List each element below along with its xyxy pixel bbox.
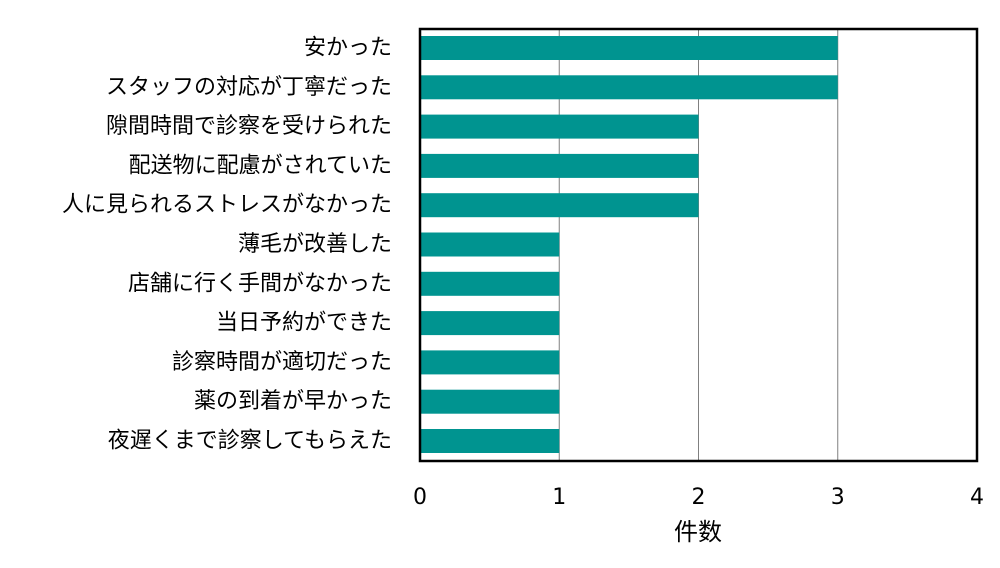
bar-2: [420, 114, 699, 139]
category-label-9: 薬の到着が早かった: [194, 389, 392, 414]
category-label-8: 診察時間が適切だった: [172, 350, 392, 375]
x-tick-label-0: 0: [413, 485, 427, 510]
x-tick-label-2: 2: [692, 485, 706, 510]
category-label-4: 人に見られるストレスがなかった: [62, 193, 392, 218]
category-label-10: 夜遅くまで診察してもらえた: [108, 429, 392, 454]
category-label-6: 店舗に行く手間がなかった: [128, 271, 392, 296]
bar-8: [420, 350, 560, 375]
x-axis-title: 件数: [674, 518, 722, 546]
category-labels: 安かったスタッフの対応が丁寧だった隙間時間で診察を受けられた配送物に配慮がされて…: [62, 36, 392, 454]
bar-4: [420, 193, 699, 218]
bar-10: [420, 429, 560, 453]
x-tick-label-3: 3: [831, 485, 845, 510]
bar-1: [420, 75, 838, 100]
category-label-5: 薄毛が改善した: [238, 232, 392, 257]
x-tick-label-1: 1: [552, 485, 566, 510]
x-tick-label-4: 4: [970, 485, 984, 510]
plot-frame: [418, 27, 979, 463]
bar-5: [420, 232, 560, 257]
category-label-3: 配送物に配慮がされていた: [129, 153, 392, 178]
bar-3: [420, 153, 699, 178]
bar-9: [420, 389, 560, 414]
category-label-1: スタッフの対応が丁寧だった: [106, 75, 392, 100]
x-tick-labels: 0 1 2 3 4: [413, 485, 984, 510]
bar-0: [420, 36, 838, 60]
bar-7: [420, 311, 560, 336]
category-label-2: 隙間時間で診察を受けられた: [106, 114, 392, 139]
category-label-7: 当日予約ができた: [216, 311, 392, 336]
bar-6: [420, 271, 560, 296]
category-label-0: 安かった: [304, 36, 392, 61]
bars: [420, 36, 838, 453]
